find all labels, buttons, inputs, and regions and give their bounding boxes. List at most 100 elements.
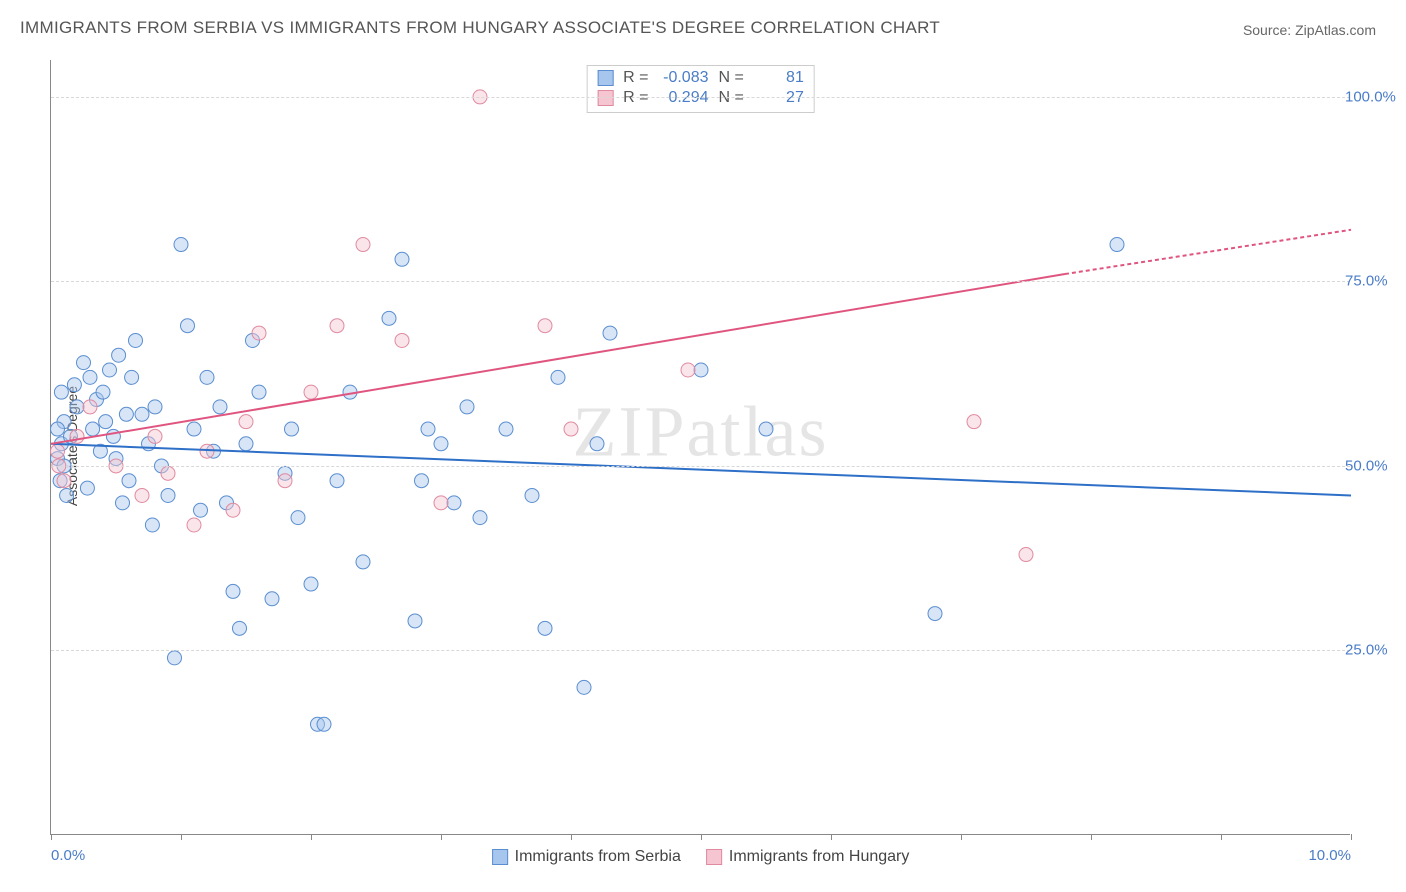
- legend-row-serbia: R = -0.083 N = 81: [597, 68, 804, 88]
- data-point: [83, 370, 97, 384]
- data-point: [395, 252, 409, 266]
- data-point: [213, 400, 227, 414]
- data-point: [187, 422, 201, 436]
- data-point: [168, 651, 182, 665]
- chart-title: IMMIGRANTS FROM SERBIA VS IMMIGRANTS FRO…: [20, 18, 940, 38]
- data-point: [70, 400, 84, 414]
- data-point: [57, 474, 71, 488]
- x-tick-mark: [1221, 834, 1222, 840]
- data-point: [252, 385, 266, 399]
- swatch-hungary: [597, 90, 613, 106]
- chart-svg: [51, 60, 1350, 834]
- data-point: [125, 370, 139, 384]
- data-point: [239, 437, 253, 451]
- swatch-serbia: [492, 849, 508, 865]
- r-value-hungary: 0.294: [659, 89, 709, 107]
- gridline: [51, 97, 1350, 98]
- data-point: [148, 429, 162, 443]
- data-point: [551, 370, 565, 384]
- data-point: [265, 592, 279, 606]
- data-point: [67, 378, 81, 392]
- data-point: [694, 363, 708, 377]
- data-point: [434, 496, 448, 510]
- data-point: [119, 407, 133, 421]
- data-point: [99, 415, 113, 429]
- x-tick-label: 0.0%: [51, 847, 85, 864]
- data-point: [135, 488, 149, 502]
- data-point: [83, 400, 97, 414]
- correlation-legend: R = -0.083 N = 81 R = 0.294 N = 27: [586, 65, 815, 113]
- data-point: [564, 422, 578, 436]
- data-point: [330, 319, 344, 333]
- data-point: [86, 422, 100, 436]
- data-point: [252, 326, 266, 340]
- gridline: [51, 466, 1350, 467]
- data-point: [174, 238, 188, 252]
- legend-item-serbia: Immigrants from Serbia: [492, 848, 681, 866]
- data-point: [161, 466, 175, 480]
- regression-line: [51, 444, 1351, 496]
- data-point: [70, 429, 84, 443]
- data-point: [473, 511, 487, 525]
- r-label: R =: [623, 89, 648, 107]
- data-point: [382, 311, 396, 325]
- data-point: [285, 422, 299, 436]
- swatch-serbia: [597, 70, 613, 86]
- data-point: [122, 474, 136, 488]
- data-point: [1110, 238, 1124, 252]
- data-point: [759, 422, 773, 436]
- data-point: [200, 370, 214, 384]
- chart-plot-area: ZIPatlas R = -0.083 N = 81 R = 0.294 N =…: [50, 60, 1350, 835]
- y-tick-label: 75.0%: [1345, 273, 1405, 290]
- data-point: [226, 584, 240, 598]
- data-point: [161, 488, 175, 502]
- data-point: [112, 348, 126, 362]
- n-value-hungary: 27: [754, 89, 804, 107]
- x-tick-mark: [831, 834, 832, 840]
- data-point: [135, 407, 149, 421]
- gridline: [51, 650, 1350, 651]
- y-tick-label: 50.0%: [1345, 457, 1405, 474]
- legend-label-hungary: Immigrants from Hungary: [729, 848, 910, 866]
- data-point: [51, 422, 65, 436]
- y-tick-label: 100.0%: [1345, 88, 1405, 105]
- data-point: [51, 444, 65, 458]
- data-point: [194, 503, 208, 517]
- source-label: Source: ZipAtlas.com: [1243, 22, 1376, 38]
- x-tick-mark: [1351, 834, 1352, 840]
- n-value-serbia: 81: [754, 69, 804, 87]
- data-point: [408, 614, 422, 628]
- data-point: [603, 326, 617, 340]
- data-point: [187, 518, 201, 532]
- data-point: [96, 385, 110, 399]
- data-point: [148, 400, 162, 414]
- x-tick-mark: [181, 834, 182, 840]
- x-tick-mark: [961, 834, 962, 840]
- data-point: [317, 717, 331, 731]
- x-tick-mark: [441, 834, 442, 840]
- data-point: [80, 481, 94, 495]
- data-point: [415, 474, 429, 488]
- x-tick-label: 10.0%: [1308, 847, 1351, 864]
- y-tick-label: 25.0%: [1345, 642, 1405, 659]
- data-point: [434, 437, 448, 451]
- n-label: N =: [719, 69, 744, 87]
- gridline: [51, 281, 1350, 282]
- r-label: R =: [623, 69, 648, 87]
- data-point: [460, 400, 474, 414]
- x-tick-mark: [1091, 834, 1092, 840]
- data-point: [538, 319, 552, 333]
- regression-line-ext: [1065, 230, 1351, 274]
- data-point: [356, 238, 370, 252]
- data-point: [233, 621, 247, 635]
- data-point: [499, 422, 513, 436]
- data-point: [421, 422, 435, 436]
- data-point: [1019, 548, 1033, 562]
- x-tick-mark: [701, 834, 702, 840]
- data-point: [116, 496, 130, 510]
- series-legend: Immigrants from Serbia Immigrants from H…: [492, 848, 910, 866]
- r-value-serbia: -0.083: [659, 69, 709, 87]
- data-point: [967, 415, 981, 429]
- data-point: [304, 577, 318, 591]
- data-point: [538, 621, 552, 635]
